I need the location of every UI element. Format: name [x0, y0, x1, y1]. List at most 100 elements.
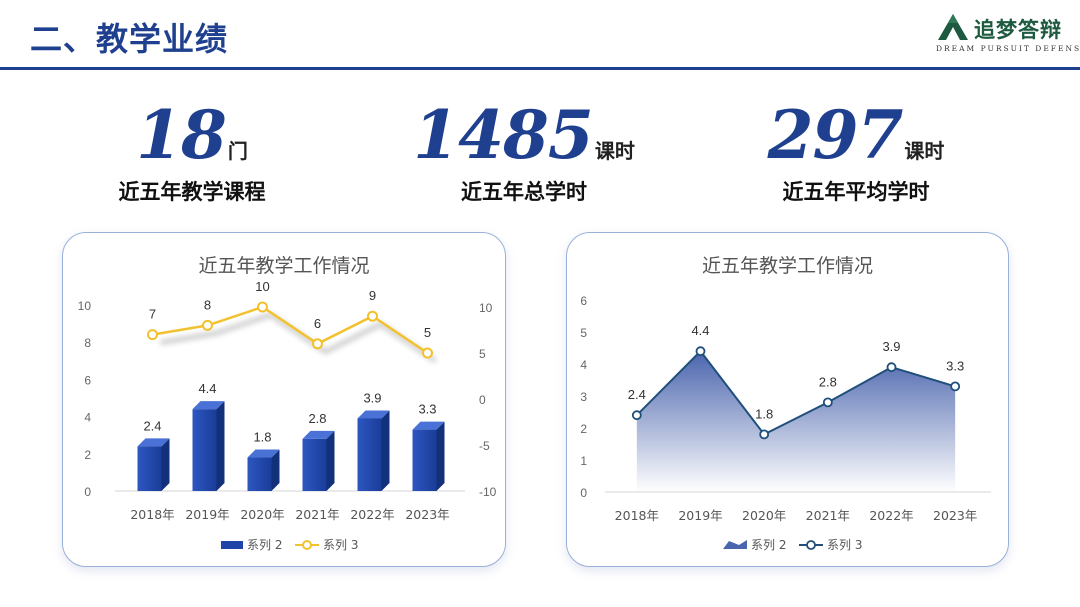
line-point [422, 347, 433, 359]
x-axis-tick-label: 2020年 [240, 507, 284, 522]
line-data-label: 5 [424, 325, 431, 340]
page-title: 二、教学业绩 [30, 20, 229, 58]
x-axis-tick-label: 2022年 [350, 507, 394, 522]
stat-unit: 课时 [904, 139, 945, 163]
line-data-label: 9 [369, 288, 376, 303]
stat-unit: 门 [227, 139, 248, 163]
legend-label: 系列 3 [323, 538, 358, 552]
y-axis-tick-label: 6 [580, 294, 587, 308]
stat-number: 18 [136, 96, 227, 174]
line-point [950, 381, 961, 392]
stat-label: 近五年教学课程 [118, 180, 266, 204]
y2-axis-tick-label: 0 [479, 393, 486, 407]
line-data-label: 7 [149, 307, 156, 322]
bar [137, 446, 162, 491]
area-fill [636, 351, 956, 492]
stat-total-hours: 1485 课时 近五年总学时 [374, 96, 674, 206]
x-axis-tick-label: 2022年 [869, 508, 913, 523]
bar-top [137, 438, 170, 447]
y-axis-tick-label: 4 [580, 358, 587, 372]
line-data-label: 3.9 [882, 339, 900, 354]
y-axis-tick-label: 5 [580, 326, 587, 340]
line-data-label: 6 [314, 316, 321, 331]
x-axis-tick-label: 2020年 [742, 508, 786, 523]
y2-axis-tick-label: 10 [479, 301, 493, 315]
bar-top [192, 401, 225, 410]
chart-title: 近五年教学工作情况 [701, 255, 873, 277]
line-data-label: 10 [255, 279, 269, 294]
stat-value-row: 297 课时 [706, 96, 1006, 174]
bar-side [381, 410, 390, 491]
brand-tagline: DREAM PURSUIT DEFENSE [936, 44, 1080, 53]
bar-top [357, 410, 390, 419]
chart-title: 近五年教学工作情况 [198, 255, 370, 277]
legend-label: 系列 3 [827, 538, 862, 552]
legend-swatch-point [806, 540, 816, 550]
x-axis-tick-label: 2023年 [405, 507, 449, 522]
page-header: 二、教学业绩 [0, 0, 1080, 70]
bar-top [247, 449, 280, 458]
bar-side [161, 438, 170, 491]
y2-axis-tick-label: -5 [479, 439, 490, 453]
x-axis-tick-label: 2019年 [185, 507, 229, 522]
bar-data-label: 2.4 [143, 418, 161, 433]
combo-chart: 0 2 4 6 8 10 -10 -5 0 5 10 2.4 4.4 1.8 2.8 3.9 3.3 7 8 10 6 9… [78, 279, 497, 552]
line-data-label: 4.4 [691, 323, 709, 338]
y2-axis-tick-label: -10 [479, 485, 497, 499]
stat-number: 297 [767, 96, 904, 174]
legend-label: 系列 2 [247, 538, 282, 552]
bar-top [302, 430, 335, 439]
x-axis-tick-label: 2019年 [678, 508, 722, 523]
line-data-label: 3.3 [946, 358, 964, 373]
line-point [202, 319, 213, 331]
bar-data-label: 3.3 [418, 402, 436, 417]
legend-swatch-bar [221, 541, 243, 549]
y-axis-tick-label: 6 [84, 373, 91, 387]
line-shadow [160, 312, 437, 363]
y-axis-tick-label: 0 [580, 486, 587, 500]
bar-side [326, 430, 335, 491]
y-axis-tick-label: 0 [84, 485, 91, 499]
y-axis-tick-label: 8 [84, 336, 91, 350]
bar [412, 429, 437, 491]
y-axis-tick-label: 2 [84, 448, 91, 462]
bar [247, 457, 272, 491]
line-point [822, 397, 833, 408]
y-axis-tick-label: 1 [580, 454, 587, 468]
y-axis-tick-label: 2 [580, 422, 587, 436]
brand-name: 追梦答辩 [974, 18, 1062, 42]
line-point [312, 338, 323, 350]
y-axis-tick-label: 3 [580, 390, 587, 404]
brand-logo: 追梦答辩 DREAM PURSUIT DEFENSE [936, 10, 1080, 58]
stat-unit: 课时 [594, 139, 635, 163]
bar-data-label: 2.8 [308, 411, 326, 426]
y-axis-tick-label: 4 [84, 411, 91, 425]
bar-data-label: 4.4 [198, 381, 216, 396]
series-line [636, 349, 956, 436]
bar-top [412, 421, 445, 430]
bar [302, 438, 327, 491]
bar-data-label: 3.9 [363, 390, 381, 405]
line-point [759, 429, 770, 440]
stat-label: 近五年总学时 [461, 180, 587, 204]
x-axis-tick-label: 2021年 [806, 508, 850, 523]
line-point [695, 346, 706, 357]
x-axis-tick-label: 2023年 [933, 508, 977, 523]
series-line [152, 305, 429, 355]
stat-value-row: 18 门 [42, 96, 342, 174]
line-point [147, 329, 158, 341]
stat-label: 近五年平均学时 [782, 180, 930, 204]
legend-label: 系列 2 [751, 538, 786, 552]
mountain-icon [938, 14, 968, 40]
stat-value-row: 1485 课时 [374, 96, 674, 174]
x-axis-tick-label: 2018年 [130, 507, 174, 522]
legend-swatch-point [302, 540, 312, 550]
bar [357, 418, 382, 491]
line-point [367, 310, 378, 322]
header-divider [0, 67, 1080, 70]
bar-side [216, 401, 225, 491]
line-data-label: 2.8 [819, 374, 837, 389]
legend-swatch-area [723, 540, 747, 549]
line-data-label: 1.8 [755, 406, 773, 421]
bar-side [436, 421, 445, 491]
